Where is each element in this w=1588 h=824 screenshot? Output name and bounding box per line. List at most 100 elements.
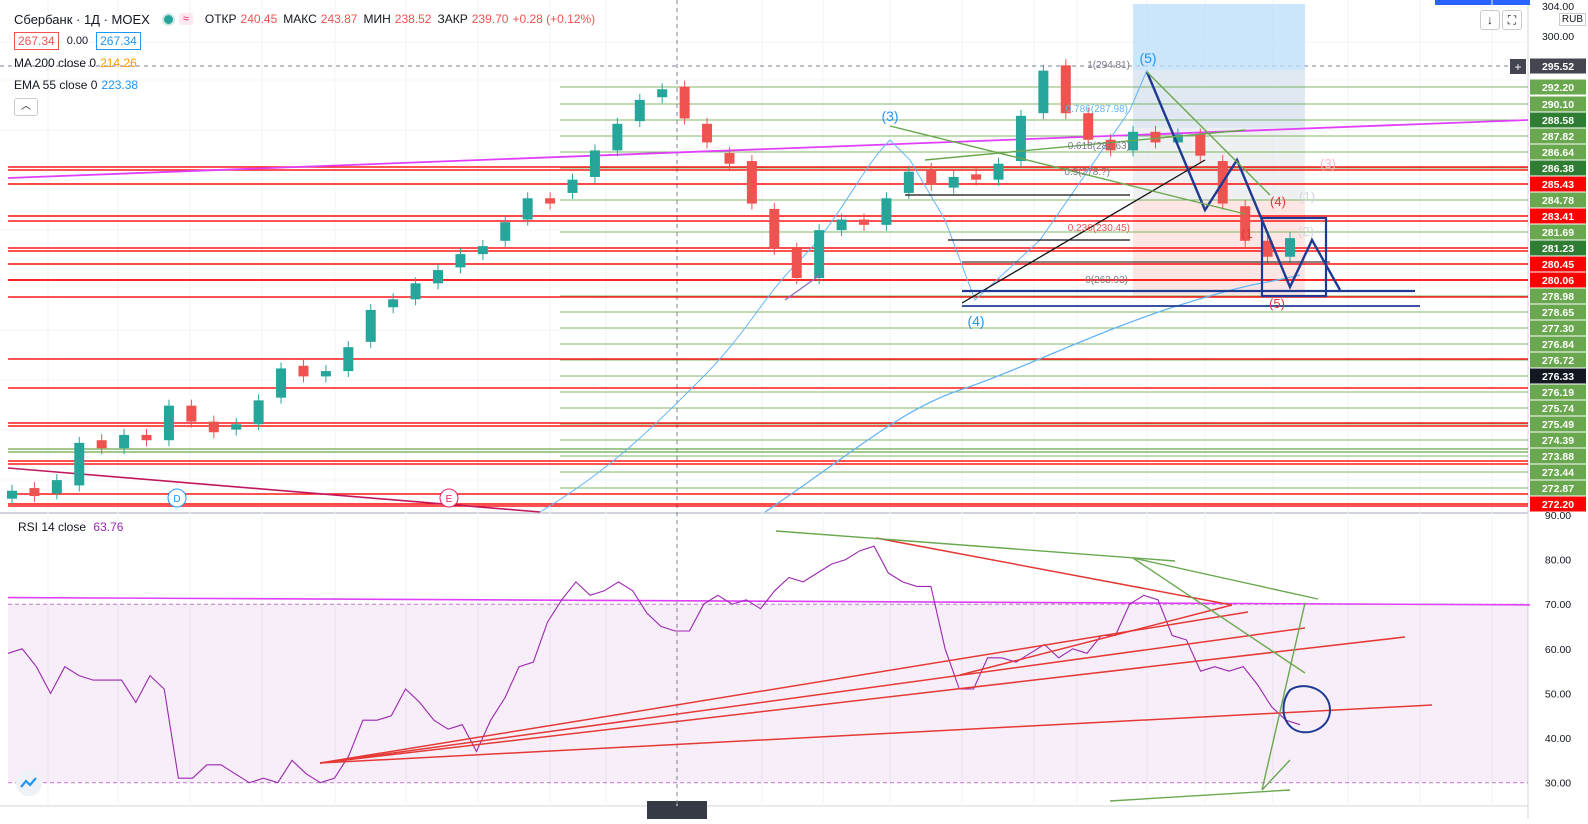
wave-label-small: (3) <box>1320 156 1336 171</box>
wave-label: (3) <box>881 108 898 124</box>
rsi-legend[interactable]: RSI 14 close 63.76 <box>18 520 123 534</box>
rsi-green-trendline <box>1132 557 1319 600</box>
price-axis-label: 278.65 <box>1542 307 1574 319</box>
event-marker <box>439 488 459 508</box>
price-tag <box>1530 160 1586 176</box>
scroll-down-icon[interactable]: ↓ <box>1480 10 1500 30</box>
legend-row-ema[interactable]: EMA 55 close 0 223.38 <box>14 74 595 96</box>
legend-row-ma[interactable]: MA 200 close 0 214.26 <box>14 52 595 74</box>
event-label: E <box>446 494 453 505</box>
rsi-red-trendline <box>319 636 1406 764</box>
price-axis-label: 276.33 <box>1542 371 1574 383</box>
fib-label: 1(294.81) <box>1087 60 1130 71</box>
fib-red-zone <box>1133 200 1305 298</box>
price-tag <box>1530 416 1586 432</box>
open-label: ОТКР <box>204 12 237 26</box>
data-source-icon[interactable]: ≈ <box>178 13 193 25</box>
purple-segment <box>784 274 821 301</box>
candle-body <box>320 371 331 377</box>
legend-row-collapse: ︿ <box>14 96 595 118</box>
price-axis-label: 288.58 <box>1542 115 1574 127</box>
rsi-green-trendline <box>1261 602 1306 791</box>
candle-body <box>141 434 152 441</box>
price-axis-label: 276.84 <box>1542 339 1574 351</box>
price-axis-label: 283.41 <box>1542 211 1574 223</box>
ask-button[interactable]: 267.34 <box>96 32 141 50</box>
price-axis-label: 277.30 <box>1542 323 1574 335</box>
price-tag <box>1530 464 1586 480</box>
price-axis-label: 284.78 <box>1542 195 1574 207</box>
fib-label: 0.5(278.?) <box>1064 167 1110 178</box>
rsi-circle-mark <box>1282 685 1332 734</box>
price-axis-label: 280.45 <box>1542 259 1574 271</box>
rsi-value: 63.76 <box>93 520 124 534</box>
candle-body <box>746 161 757 204</box>
price-axis-label: 280.06 <box>1542 275 1574 287</box>
bid-button[interactable]: 267.34 <box>14 32 59 50</box>
candle-body <box>7 490 17 499</box>
rsi-band <box>8 604 1528 783</box>
candle-body <box>1195 134 1206 156</box>
price-tag <box>1530 368 1586 384</box>
fib-label: 0.236(230.45) <box>1068 223 1130 234</box>
rsi-green-trendline <box>775 530 1176 562</box>
tradingview-logo-icon[interactable] <box>16 770 42 796</box>
event-label: D <box>173 494 180 505</box>
rsi-line <box>7 545 1301 784</box>
magenta-trendline <box>7 119 1529 179</box>
candle-body <box>881 198 892 225</box>
open-value: 240.45 <box>240 12 278 26</box>
candle-body <box>903 171 914 193</box>
wave-label-small: (4) <box>1270 194 1286 209</box>
time-cursor-label <box>647 801 707 819</box>
candle-body <box>343 347 354 372</box>
price-axis-label: 285.43 <box>1542 179 1574 191</box>
candle-body <box>993 163 1004 180</box>
symbol-title[interactable]: Сбербанк · 1Д · MOEX <box>14 11 150 27</box>
fullscreen-icon[interactable]: ⛶ <box>1502 10 1522 30</box>
annotation-labels: (5) (3) (4) (4) (1 (5) (3) (1) (2) 1(294.81) 0.786… <box>167 50 1336 508</box>
price-tag <box>1530 224 1586 240</box>
high-label: МАКС <box>283 12 317 26</box>
price-tag <box>1530 320 1586 336</box>
green-channel <box>889 125 1246 215</box>
wave-label: (5) <box>1139 50 1156 66</box>
ma-value: 214.26 <box>100 56 137 70</box>
rsi-label: RSI 14 close <box>18 520 87 534</box>
candle-body <box>836 219 847 231</box>
price-tag <box>1530 272 1586 288</box>
close-value: 239.70 <box>471 12 509 26</box>
candle-body <box>926 169 937 185</box>
price-axis-label: 272.20 <box>1542 499 1574 511</box>
candle-body <box>253 400 264 425</box>
price-line <box>539 69 1148 513</box>
candle-body <box>634 99 645 122</box>
price-axis-label: 292.20 <box>1542 82 1574 94</box>
price-tag <box>1530 112 1586 128</box>
price-tag <box>1530 304 1586 320</box>
wave-label: (4) <box>967 313 984 329</box>
legend-row-quote: 267.34 0.00 267.34 <box>14 30 595 52</box>
rsi-axis-label: 40.00 <box>1545 733 1571 745</box>
rsi-green-trendline <box>1132 557 1306 674</box>
fib-label: 0.618(282.63) <box>1068 141 1130 152</box>
price-tag <box>1530 352 1586 368</box>
rsi-magenta-line <box>7 596 1581 606</box>
ma-label: MA 200 close 0 <box>14 56 97 70</box>
legend-row-symbol: Сбербанк · 1Д · MOEX ≈ ОТКР 240.45 МАКС 24… <box>14 8 595 30</box>
candle-body <box>1060 65 1071 114</box>
candle-body <box>500 222 511 241</box>
price-axis-label: 272.87 <box>1542 483 1574 495</box>
collapse-legend-icon[interactable]: ︿ <box>14 98 38 116</box>
wave-label-small: (2) <box>1298 224 1314 239</box>
candle-body <box>769 208 780 249</box>
crosshair-plus-button <box>1510 59 1526 74</box>
candle-body <box>119 434 130 449</box>
plus-icon: + <box>1514 60 1521 74</box>
price-tag <box>1530 128 1586 144</box>
currency-label[interactable]: RUB <box>1558 13 1586 26</box>
horizontal-levels <box>7 86 1529 513</box>
ema-label: EMA 55 close 0 <box>14 78 98 92</box>
